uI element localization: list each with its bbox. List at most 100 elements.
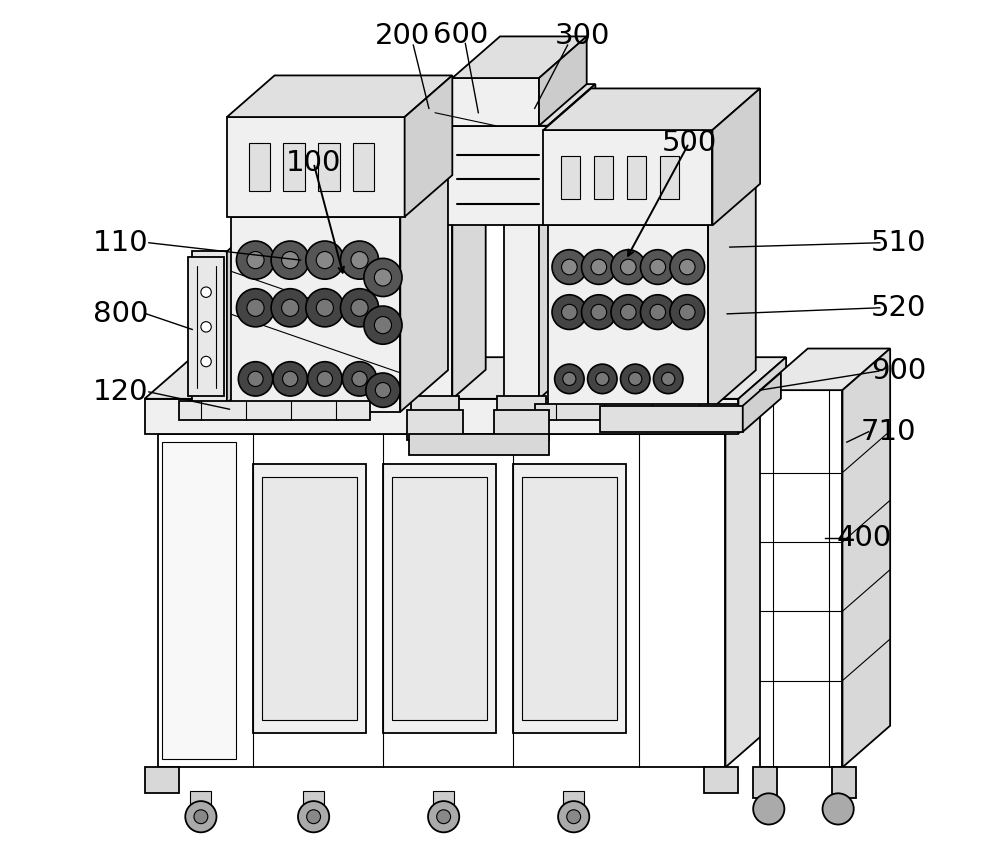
Circle shape: [581, 295, 616, 329]
Polygon shape: [444, 84, 595, 126]
Bar: [497, 396, 546, 412]
Circle shape: [753, 793, 784, 825]
Circle shape: [238, 362, 273, 396]
Text: 300: 300: [555, 23, 610, 50]
Circle shape: [563, 372, 576, 386]
Bar: [535, 404, 738, 420]
Text: 400: 400: [837, 524, 892, 551]
Polygon shape: [842, 349, 890, 767]
Bar: [444, 126, 548, 225]
Circle shape: [364, 306, 402, 344]
Polygon shape: [543, 88, 760, 130]
Bar: [413, 95, 577, 117]
Circle shape: [650, 304, 666, 320]
Polygon shape: [145, 357, 786, 399]
Bar: [145, 399, 738, 434]
Bar: [753, 767, 777, 798]
Polygon shape: [452, 36, 587, 78]
Text: 800: 800: [93, 300, 148, 328]
Circle shape: [307, 810, 321, 824]
Circle shape: [650, 259, 666, 275]
Circle shape: [201, 287, 211, 297]
Bar: [190, 791, 211, 804]
Circle shape: [552, 250, 587, 284]
Bar: [561, 156, 580, 199]
Polygon shape: [725, 392, 773, 767]
Bar: [262, 477, 357, 720]
Polygon shape: [539, 83, 572, 399]
Bar: [600, 406, 743, 432]
Circle shape: [621, 364, 650, 394]
Bar: [249, 143, 270, 191]
Bar: [522, 477, 617, 720]
Polygon shape: [704, 767, 738, 793]
Circle shape: [282, 251, 299, 269]
Circle shape: [555, 364, 584, 394]
Bar: [283, 143, 305, 191]
Polygon shape: [418, 83, 486, 113]
Circle shape: [596, 372, 609, 386]
Bar: [409, 434, 549, 455]
Circle shape: [567, 810, 581, 824]
Bar: [179, 401, 370, 420]
Circle shape: [640, 250, 675, 284]
Bar: [494, 410, 549, 440]
Circle shape: [248, 371, 263, 387]
Circle shape: [591, 304, 607, 320]
Text: 110: 110: [92, 229, 148, 257]
Polygon shape: [708, 184, 756, 412]
Text: 710: 710: [861, 418, 916, 446]
Text: 510: 510: [871, 229, 927, 257]
Bar: [563, 791, 584, 804]
Circle shape: [562, 304, 577, 320]
Circle shape: [611, 295, 646, 329]
Circle shape: [670, 295, 705, 329]
Circle shape: [629, 372, 642, 386]
Circle shape: [298, 801, 329, 832]
Circle shape: [552, 295, 587, 329]
Text: 600: 600: [433, 21, 489, 49]
Circle shape: [823, 793, 854, 825]
Polygon shape: [145, 767, 179, 793]
Circle shape: [308, 362, 342, 396]
Circle shape: [201, 322, 211, 332]
Bar: [353, 143, 374, 191]
Circle shape: [428, 801, 459, 832]
Circle shape: [558, 801, 589, 832]
Bar: [192, 251, 227, 403]
Circle shape: [273, 362, 307, 396]
Bar: [188, 257, 224, 396]
Polygon shape: [760, 349, 890, 390]
Bar: [162, 442, 236, 759]
Bar: [418, 113, 452, 399]
Bar: [504, 113, 539, 399]
Circle shape: [340, 289, 379, 327]
Circle shape: [236, 241, 275, 279]
Polygon shape: [743, 373, 781, 432]
Text: 200: 200: [375, 23, 431, 50]
Circle shape: [366, 373, 400, 407]
Bar: [253, 464, 366, 733]
Polygon shape: [227, 231, 251, 403]
Bar: [231, 217, 400, 412]
Bar: [303, 791, 324, 804]
Polygon shape: [504, 83, 572, 113]
Polygon shape: [227, 75, 452, 117]
Circle shape: [283, 371, 298, 387]
Bar: [392, 477, 487, 720]
Circle shape: [591, 259, 607, 275]
Circle shape: [185, 801, 216, 832]
Bar: [627, 156, 646, 199]
Polygon shape: [712, 88, 760, 225]
Circle shape: [317, 371, 332, 387]
Circle shape: [437, 810, 451, 824]
Circle shape: [271, 241, 309, 279]
Bar: [227, 117, 405, 217]
Circle shape: [581, 250, 616, 284]
Circle shape: [364, 258, 402, 297]
Circle shape: [621, 259, 636, 275]
Circle shape: [282, 299, 299, 316]
Circle shape: [679, 259, 695, 275]
Bar: [433, 791, 454, 804]
Bar: [594, 156, 613, 199]
